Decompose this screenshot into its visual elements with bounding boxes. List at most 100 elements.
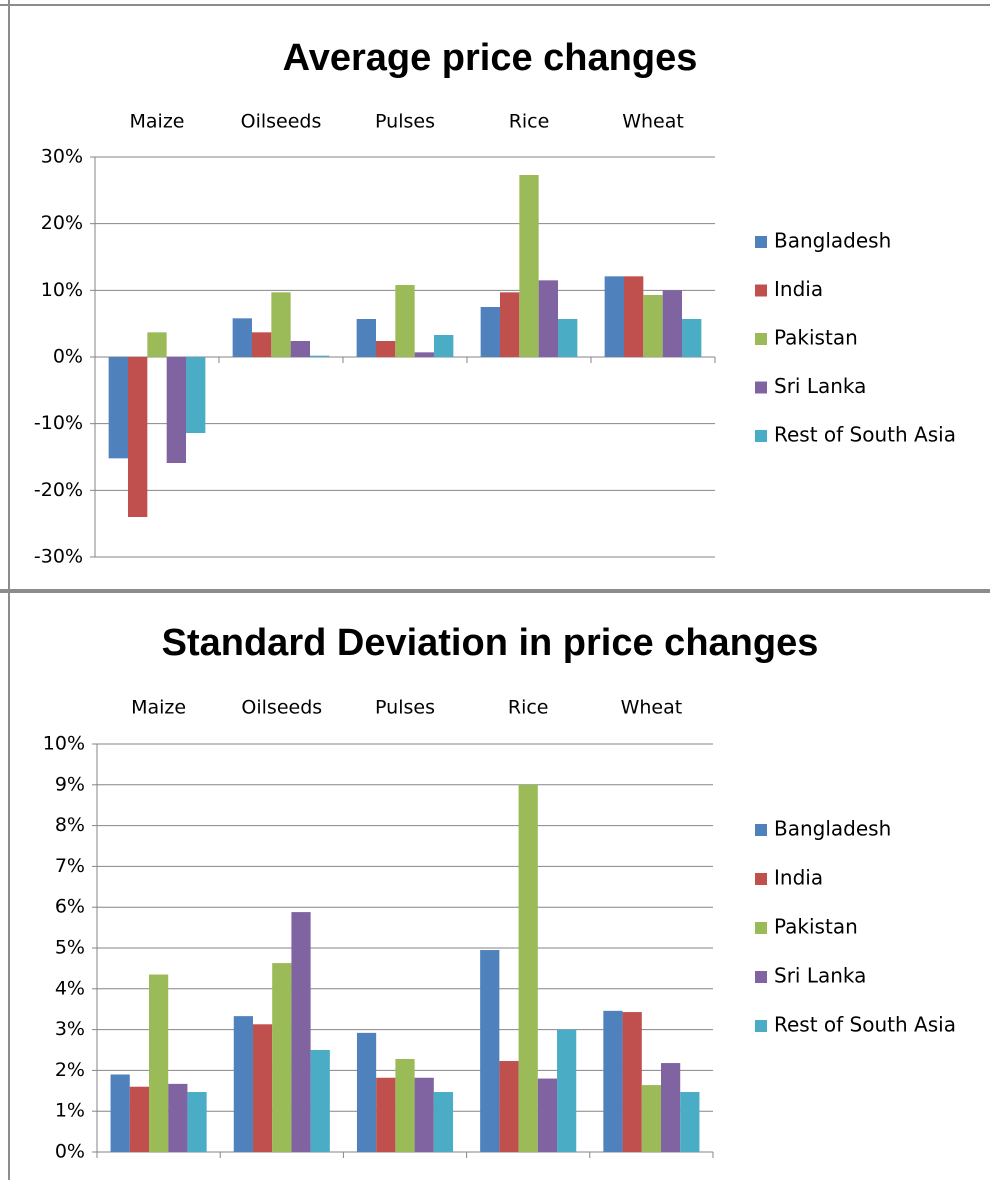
y-tick-label: 5% <box>55 937 85 959</box>
legend-swatch <box>755 236 767 248</box>
bar <box>537 1078 558 1152</box>
legend-label: Sri Lanka <box>774 964 866 988</box>
bar <box>186 357 206 433</box>
bar <box>414 352 435 357</box>
bar <box>233 1016 253 1152</box>
y-tick-label: 8% <box>55 814 85 836</box>
legend-label: India <box>774 866 823 890</box>
category-label: Pulses <box>375 111 435 133</box>
bar <box>290 341 311 357</box>
y-tick-label: -30% <box>34 546 83 568</box>
bar <box>414 1077 434 1152</box>
bar <box>395 285 415 357</box>
legend-label: Pakistan <box>774 915 858 939</box>
bar <box>604 276 624 357</box>
bar <box>272 963 292 1152</box>
bar <box>108 357 128 459</box>
bar <box>395 1058 415 1152</box>
bar <box>291 912 311 1152</box>
y-tick-label: -20% <box>34 479 83 501</box>
bar <box>480 307 500 357</box>
legend-label: Rest of South Asia <box>774 1013 956 1037</box>
category-label: Oilseeds <box>241 697 322 719</box>
legend-label: India <box>774 277 823 301</box>
y-tick-label: 0% <box>53 346 83 368</box>
bar <box>641 1085 662 1152</box>
y-tick-label: 2% <box>55 1059 85 1081</box>
category-label: Oilseeds <box>241 111 322 133</box>
y-tick-label: 4% <box>55 977 85 999</box>
category-label: Maize <box>131 697 186 719</box>
bar <box>557 1029 577 1152</box>
bar <box>375 341 396 357</box>
bar <box>682 319 702 357</box>
bar <box>148 974 169 1152</box>
legend-swatch <box>755 284 767 297</box>
legend-swatch <box>755 430 767 442</box>
y-tick-label: -10% <box>34 412 83 434</box>
y-tick-label: 0% <box>55 1141 85 1163</box>
legend-label: Bangladesh <box>774 817 891 841</box>
bar <box>623 276 644 357</box>
chart-title: Average price changes <box>283 37 698 79</box>
y-tick-label: 9% <box>55 773 85 795</box>
legend-swatch <box>755 873 767 885</box>
y-tick-label: 10% <box>43 733 85 755</box>
bar <box>110 1074 130 1152</box>
bar <box>643 295 663 357</box>
y-tick-label: 3% <box>55 1018 85 1040</box>
y-tick-label: 30% <box>41 146 83 168</box>
bar <box>310 1050 330 1152</box>
bar <box>168 1083 188 1152</box>
category-label: Wheat <box>621 697 683 719</box>
legend-swatch <box>755 922 767 934</box>
chart-title: Standard Deviation in price changes <box>162 622 819 664</box>
bar <box>433 1092 454 1152</box>
legend-label: Rest of South Asia <box>774 423 956 447</box>
bar <box>310 355 330 357</box>
bar <box>680 1092 700 1152</box>
bar <box>480 950 500 1152</box>
y-tick-label: 10% <box>41 279 83 301</box>
bar <box>661 1063 681 1152</box>
bar <box>127 357 148 517</box>
bar <box>251 332 272 357</box>
bar <box>129 1086 149 1152</box>
legend-label: Bangladesh <box>774 229 891 253</box>
legend-swatch <box>755 381 767 394</box>
category-label: Wheat <box>622 111 684 133</box>
bar <box>558 319 578 357</box>
category-label: Maize <box>130 111 185 133</box>
bar <box>662 290 683 357</box>
bar <box>271 292 291 357</box>
category-label: Rice <box>508 697 549 719</box>
bar <box>166 357 187 463</box>
bar <box>376 1077 396 1152</box>
bar <box>622 1012 642 1152</box>
bar <box>232 318 252 357</box>
legend-swatch <box>755 971 767 983</box>
bar <box>147 332 167 357</box>
bar <box>603 1010 623 1152</box>
category-label: Pulses <box>375 697 435 719</box>
bar <box>187 1092 207 1152</box>
bar <box>252 1024 273 1152</box>
legend-label: Pakistan <box>774 326 858 350</box>
category-label: Rice <box>509 111 550 133</box>
bar <box>538 280 559 357</box>
bar <box>434 335 454 357</box>
legend-label: Sri Lanka <box>774 374 866 398</box>
bar <box>499 1061 519 1152</box>
y-tick-label: 6% <box>55 896 85 918</box>
y-tick-label: 7% <box>55 855 85 877</box>
y-tick-label: 1% <box>55 1100 85 1122</box>
bar <box>356 1032 377 1152</box>
legend-swatch <box>755 824 767 836</box>
bar <box>356 319 376 357</box>
bar <box>518 784 538 1152</box>
y-tick-label: 20% <box>41 212 83 234</box>
legend-swatch <box>755 1020 767 1032</box>
bar <box>499 292 520 357</box>
